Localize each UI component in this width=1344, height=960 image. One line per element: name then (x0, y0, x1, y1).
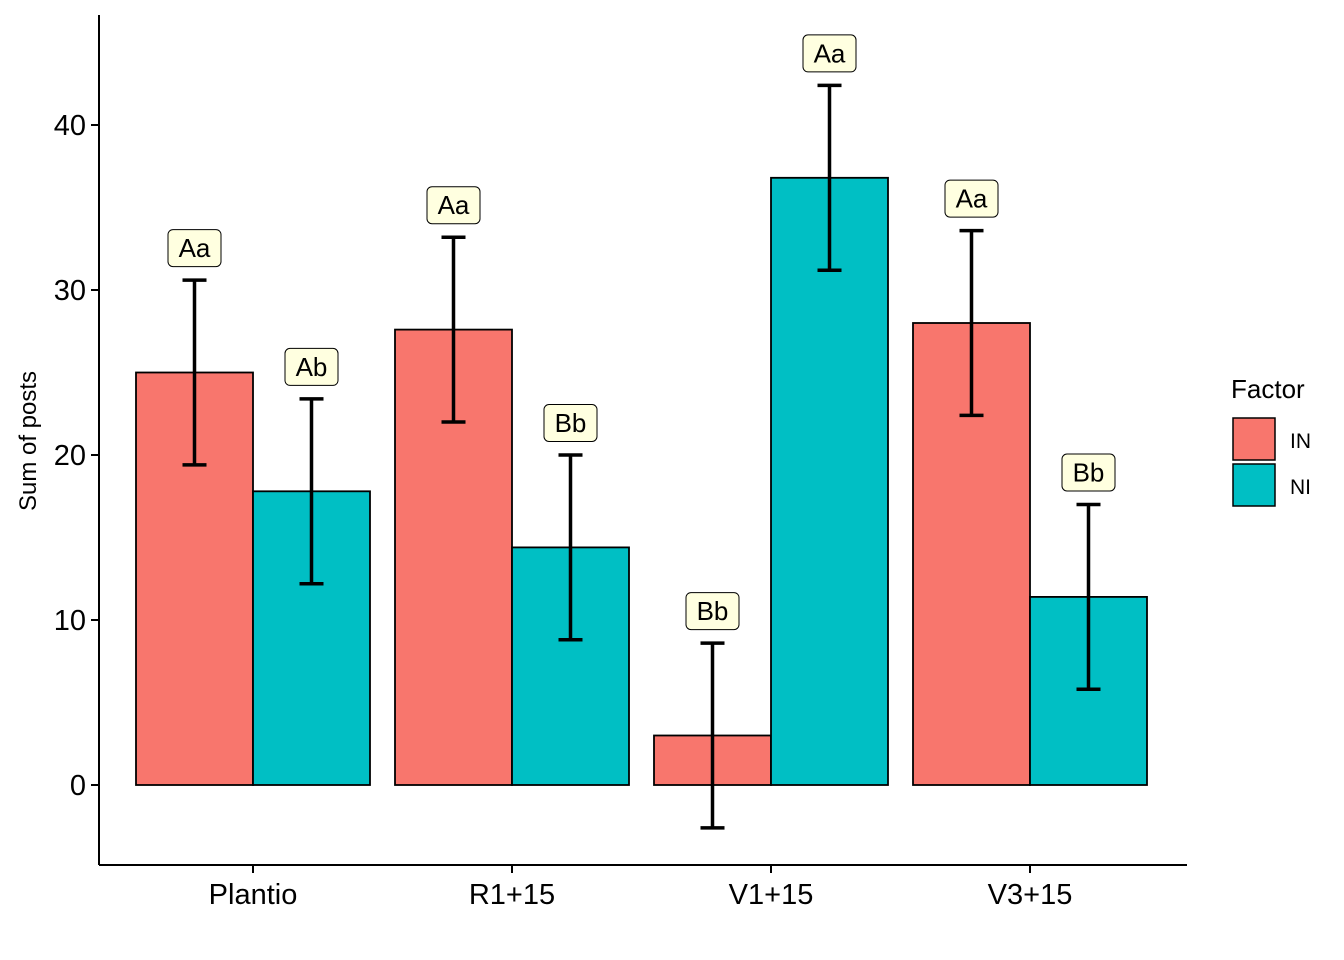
significance-label-text: Ab (296, 352, 328, 382)
error-bar-in-3 (959, 228, 984, 418)
significance-label-box (167, 229, 222, 268)
x-tick-label-0: Plantio (209, 879, 298, 911)
significance-label-box (426, 186, 481, 225)
significance-label-box (1061, 453, 1116, 492)
legend-key-ni (1232, 463, 1276, 507)
significance-label-box (802, 34, 857, 73)
x-tick-label-1: R1+15 (469, 879, 555, 911)
significance-label-text: Bb (697, 596, 729, 626)
error-bar-in-1 (441, 235, 466, 424)
significance-label-ni-2: Aa (802, 34, 857, 73)
significance-label-text: Aa (438, 190, 470, 220)
significance-label-text: Bb (1073, 458, 1105, 488)
legend-title: Factor (1231, 374, 1305, 404)
significance-label-ni-1: Bb (543, 404, 598, 442)
y-tick-label-0: 0 (70, 770, 86, 802)
significance-label-text: Aa (814, 38, 846, 68)
significance-label-text: Bb (555, 408, 587, 438)
significance-label-in-2: Bb (685, 592, 740, 631)
x-tick-label-2: V1+15 (729, 879, 814, 911)
axes-layer: 0 10 20 30 40 Plantio R1+15 V1+15 V3+15 (54, 15, 1187, 911)
significance-label-ni-3: Bb (1061, 453, 1116, 492)
significance-label-box (944, 179, 999, 218)
legend-label-ni: NI (1290, 476, 1311, 499)
legend-label-in: IN (1290, 430, 1311, 453)
error-bar-ni-0 (299, 397, 324, 586)
significance-label-box (543, 404, 598, 442)
significance-label-in-1: Aa (426, 186, 481, 225)
error-bar-ni-1 (558, 453, 583, 642)
significance-label-ni-0: Ab (284, 347, 339, 386)
significance-label-box (685, 592, 740, 631)
error-bar-in-2 (700, 641, 725, 830)
significance-label-in-3: Aa (944, 179, 999, 218)
y-axis-title: Sum of posts (15, 371, 42, 511)
error-bar-in-0 (182, 278, 207, 467)
y-tick-label-20: 20 (54, 440, 86, 472)
x-tick-label-3: V3+15 (988, 879, 1073, 911)
y-tick-label-10: 10 (54, 605, 86, 637)
y-tick-label-40: 40 (54, 110, 86, 142)
bar-ni-2 (770, 176, 889, 786)
legend: Factor IN NI (1231, 374, 1311, 507)
significance-labels-layer: Aa Ab Aa Bb Bb Aa Aa Bb (167, 34, 1116, 631)
significance-label-text: Aa (179, 233, 211, 263)
significance-label-in-0: Aa (167, 229, 222, 268)
error-bar-ni-2 (817, 83, 842, 272)
bars-layer (135, 176, 1148, 786)
y-tick-label-30: 30 (54, 275, 86, 307)
error-bars-layer (182, 83, 1101, 830)
significance-label-text: Aa (956, 184, 988, 214)
significance-label-box (284, 347, 339, 386)
legend-key-in (1232, 417, 1276, 461)
error-bar-ni-3 (1076, 502, 1101, 692)
